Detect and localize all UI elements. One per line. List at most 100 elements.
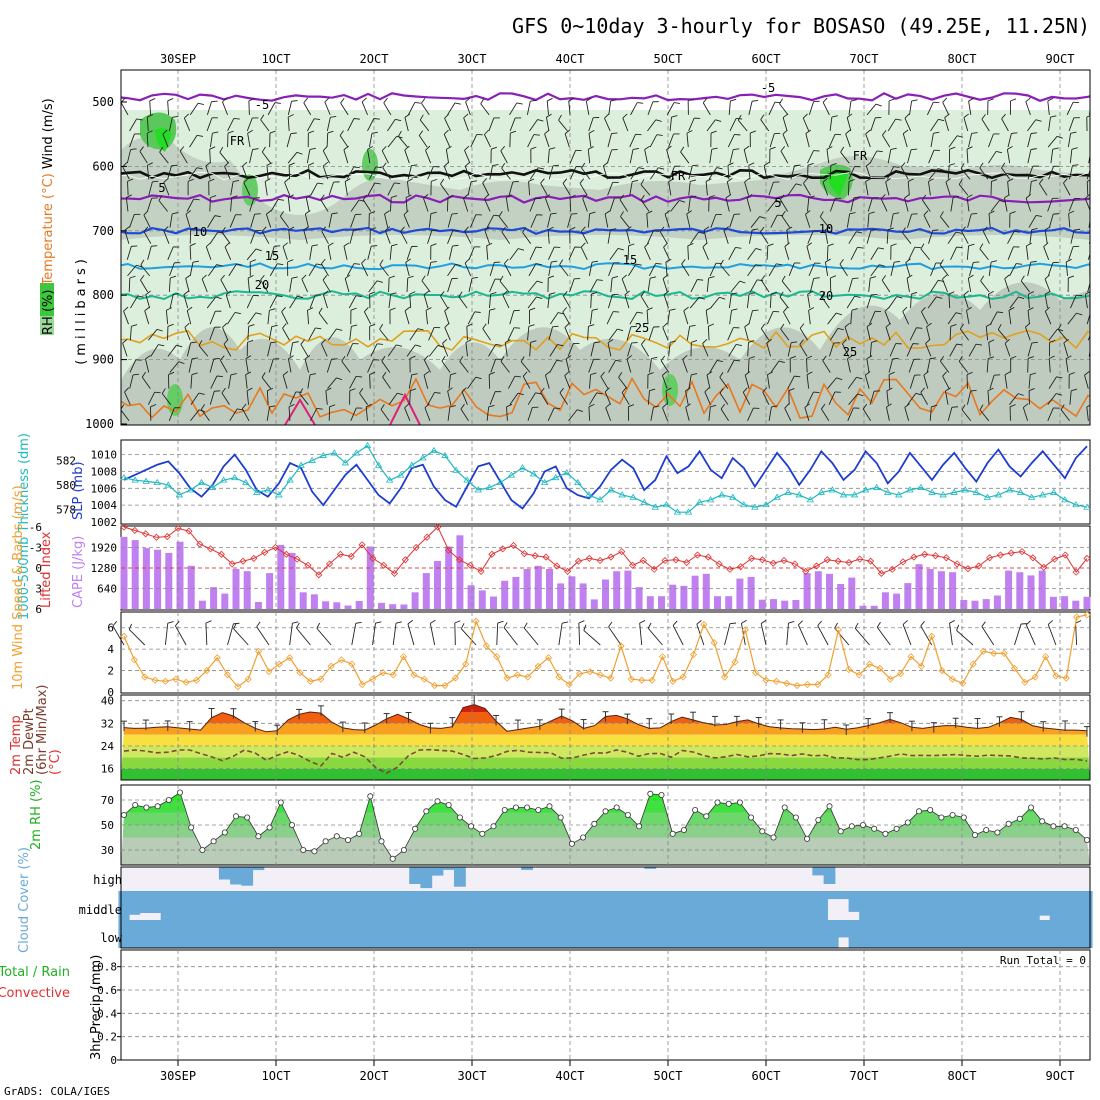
- wind-speed-marker: [1083, 611, 1091, 619]
- wind-barb-flag: [805, 129, 812, 134]
- wind-barb-flag: [550, 212, 557, 215]
- wind-barb: [927, 296, 937, 309]
- wind-barb-flag: [942, 97, 948, 103]
- wind-barb: [509, 117, 516, 132]
- thickness-marker: [1039, 491, 1047, 498]
- wind-speed-marker: [979, 647, 988, 655]
- wind-barb: [629, 149, 634, 164]
- wind-barb: [362, 199, 372, 212]
- wind-barb: [1087, 252, 1090, 260]
- li-marker: [336, 550, 344, 558]
- cape-bar: [288, 552, 296, 609]
- wind-barb-flag: [324, 97, 330, 103]
- wind-barb-flag: [702, 242, 708, 248]
- wind-barb: [384, 213, 389, 228]
- wind-barb: [467, 376, 477, 389]
- wind-barb: [1027, 262, 1032, 276]
- wind-barb-flag: [514, 375, 521, 378]
- top-date-label: 8OCT: [948, 52, 977, 66]
- rh-marker: [770, 834, 777, 841]
- wind-barb: [406, 181, 410, 196]
- wind-barb-flag: [544, 129, 550, 135]
- wind-barb-flag: [223, 339, 229, 345]
- wind-barb: [527, 392, 536, 405]
- wind-barb-flag: [193, 198, 200, 201]
- wind-barb: [558, 119, 568, 132]
- wind-barb-flag: [767, 371, 773, 376]
- wind-barb: [529, 119, 538, 132]
- wind-barb-flag: [220, 274, 225, 281]
- cloud-panel-frame: [120, 866, 1091, 949]
- wind-barb-10m-flag: [175, 620, 180, 627]
- cape-bar: [478, 590, 486, 609]
- temp-tick-label: 16: [101, 763, 114, 776]
- wind-barb: [545, 198, 551, 212]
- wind-speed-marker: [389, 671, 397, 679]
- wind-speed-marker: [928, 632, 936, 640]
- wind-barb-flag: [236, 263, 243, 266]
- temp-band: [121, 746, 1090, 758]
- wind-barb-flag: [269, 308, 276, 311]
- cloud-cover-bar: [139, 891, 151, 913]
- wind-barb-flag: [145, 355, 151, 360]
- li-marker: [683, 558, 691, 567]
- wind-barb-flag: [391, 195, 398, 198]
- thickness-marker: [186, 486, 195, 493]
- wind-barb-flag: [167, 98, 174, 102]
- wind-barb-flag: [691, 373, 698, 376]
- thickness-marker: [972, 488, 981, 495]
- wind-barb-10m: [1075, 623, 1078, 646]
- thickness-marker: [607, 486, 615, 493]
- wind-barb: [846, 295, 855, 309]
- wind-barb: [690, 231, 699, 244]
- li-marker: [282, 550, 290, 558]
- wind-barb-flag: [537, 119, 544, 122]
- wind-barb: [1022, 407, 1029, 421]
- rh-marker: [210, 838, 217, 845]
- wind-barb-flag: [369, 323, 376, 327]
- rh-marker: [647, 790, 654, 797]
- cape-bar: [389, 604, 397, 609]
- rh-marker: [994, 829, 1001, 836]
- upper-ylabel-part: Wind (m/s): [41, 98, 56, 173]
- wind-barb: [268, 358, 274, 373]
- wind-barb: [607, 133, 612, 148]
- wind-barb: [381, 360, 391, 373]
- wind-barb-flag: [806, 355, 813, 359]
- wind-barb: [881, 280, 891, 293]
- wind-barb: [1028, 374, 1031, 389]
- wind-barb: [664, 214, 670, 228]
- wind-barb: [726, 181, 731, 196]
- wind-barb: [626, 326, 632, 341]
- wind-barb: [320, 343, 328, 357]
- wind-speed-marker: [337, 656, 346, 664]
- wind-barb-flag: [231, 195, 238, 198]
- wind-barb-flag: [1076, 312, 1083, 316]
- wind-barb-flag: [669, 308, 676, 311]
- cloud-cover-bar: [996, 891, 1008, 920]
- wind-barb-flag: [556, 359, 563, 362]
- wind-barb: [387, 344, 397, 357]
- li-marker: [261, 548, 269, 556]
- rh-marker: [322, 838, 329, 845]
- wind-barb-flag: [958, 179, 963, 185]
- wind-barb-flag: [788, 387, 795, 392]
- wind-barb: [910, 294, 912, 309]
- wind-barb: [683, 310, 689, 325]
- wind-barb-10m-flag: [608, 621, 613, 628]
- cloud-cover-bar: [605, 920, 617, 948]
- wind-barb: [987, 390, 990, 405]
- wind-barb-flag: [970, 389, 977, 392]
- wind-barb-flag: [136, 264, 143, 268]
- top-date-label: 3OCT: [458, 52, 487, 66]
- cape-bar: [333, 602, 341, 609]
- wind-barb-flag: [1018, 296, 1025, 300]
- wind-barb-flag: [344, 178, 351, 182]
- wind-barb: [886, 390, 889, 405]
- wind-barb: [407, 165, 412, 180]
- cloud-cover-bar: [922, 891, 934, 920]
- wind-barb-flag: [626, 355, 633, 360]
- thickness-marker: [861, 486, 870, 493]
- rh-marker: [501, 807, 508, 814]
- cloud-cover-bar: [160, 891, 172, 920]
